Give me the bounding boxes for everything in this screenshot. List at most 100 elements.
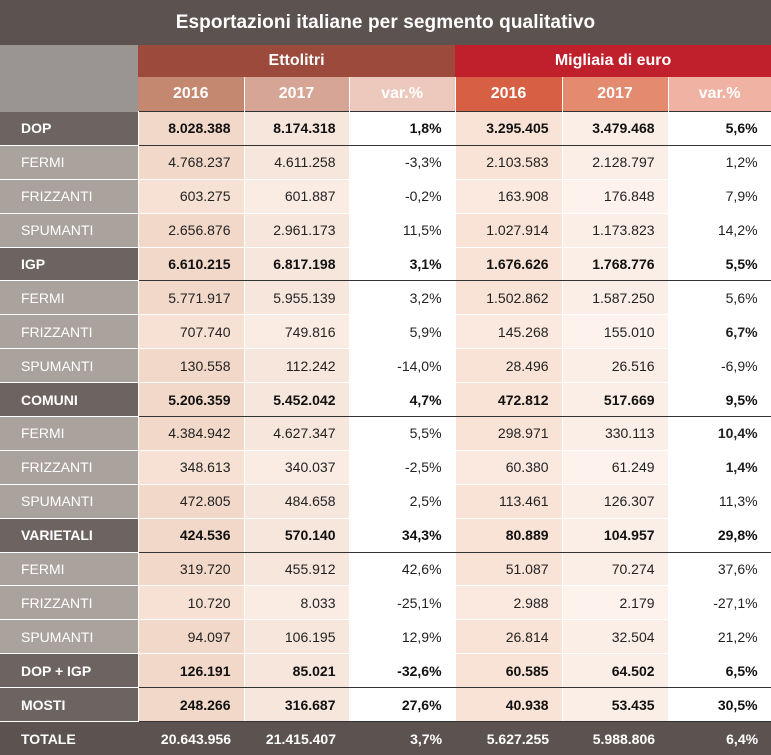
row-label: FRIZZANTI bbox=[0, 179, 138, 213]
cell-value-2017: 70.274 bbox=[562, 552, 668, 586]
col-header-volume-var: var.% bbox=[349, 77, 455, 112]
row-label: FERMI bbox=[0, 145, 138, 179]
cell-volume-var: 3,2% bbox=[349, 281, 455, 315]
cell-volume-2016: 126.191 bbox=[138, 654, 244, 688]
cell-volume-2016: 472.805 bbox=[138, 484, 244, 518]
cell-value-var: 5,6% bbox=[668, 281, 771, 315]
cell-value-2017: 1.587.250 bbox=[562, 281, 668, 315]
cell-volume-2016: 248.266 bbox=[138, 688, 244, 722]
group-header-value: Migliaia di euro bbox=[455, 45, 771, 77]
cell-volume-2016: 319.720 bbox=[138, 552, 244, 586]
cell-volume-2017: 85.021 bbox=[244, 654, 349, 688]
cell-volume-2017: 5.452.042 bbox=[244, 383, 349, 417]
cell-value-var: -6,9% bbox=[668, 349, 771, 383]
cell-volume-var: -25,1% bbox=[349, 586, 455, 620]
cell-value-2016: 145.268 bbox=[455, 315, 562, 349]
cell-volume-2016: 2.656.876 bbox=[138, 213, 244, 247]
cell-volume-2017: 106.195 bbox=[244, 620, 349, 654]
cell-value-2016: 40.938 bbox=[455, 688, 562, 722]
row-label: MOSTI bbox=[0, 688, 138, 722]
cell-value-2017: 64.502 bbox=[562, 654, 668, 688]
row-label: FERMI bbox=[0, 552, 138, 586]
cell-value-2016: 1.502.862 bbox=[455, 281, 562, 315]
row-label: SPUMANTI bbox=[0, 349, 138, 383]
cell-value-2017: 330.113 bbox=[562, 417, 668, 451]
row-label: DOP bbox=[0, 112, 138, 146]
cell-volume-2017: 2.961.173 bbox=[244, 213, 349, 247]
row-label: FRIZZANTI bbox=[0, 586, 138, 620]
cell-volume-2017: 8.174.318 bbox=[244, 112, 349, 146]
cell-volume-var: -3,3% bbox=[349, 145, 455, 179]
cell-volume-2017: 484.658 bbox=[244, 484, 349, 518]
row-label: FRIZZANTI bbox=[0, 315, 138, 349]
cell-volume-2016: 94.097 bbox=[138, 620, 244, 654]
cell-value-var: 37,6% bbox=[668, 552, 771, 586]
cell-volume-2016: 4.768.237 bbox=[138, 145, 244, 179]
cell-volume-var: -0,2% bbox=[349, 179, 455, 213]
cell-volume-2016: 6.610.215 bbox=[138, 247, 244, 281]
cell-value-2016: 472.812 bbox=[455, 383, 562, 417]
cell-value-2017: 517.669 bbox=[562, 383, 668, 417]
export-table: Ettolitri Migliaia di euro 2016 2017 var… bbox=[0, 45, 771, 755]
cell-value-2016: 26.814 bbox=[455, 620, 562, 654]
cell-volume-2016: 5.771.917 bbox=[138, 281, 244, 315]
cell-volume-var: 34,3% bbox=[349, 518, 455, 552]
cell-volume-2017: 112.242 bbox=[244, 349, 349, 383]
group-header-volume: Ettolitri bbox=[138, 45, 455, 77]
cell-volume-var: 5,5% bbox=[349, 417, 455, 451]
cell-volume-2017: 340.037 bbox=[244, 450, 349, 484]
cell-value-var: -27,1% bbox=[668, 586, 771, 620]
cell-volume-2017: 455.912 bbox=[244, 552, 349, 586]
cell-value-2016: 60.380 bbox=[455, 450, 562, 484]
row-label: TOTALE bbox=[0, 722, 138, 755]
cell-volume-2017: 749.816 bbox=[244, 315, 349, 349]
cell-value-2016: 28.496 bbox=[455, 349, 562, 383]
cell-value-2017: 26.516 bbox=[562, 349, 668, 383]
col-header-volume-2016: 2016 bbox=[138, 77, 244, 112]
cell-value-2017: 1.768.776 bbox=[562, 247, 668, 281]
cell-volume-var: -2,5% bbox=[349, 450, 455, 484]
cell-value-2016: 51.087 bbox=[455, 552, 562, 586]
cell-value-2017: 32.504 bbox=[562, 620, 668, 654]
cell-value-var: 14,2% bbox=[668, 213, 771, 247]
cell-volume-2017: 8.033 bbox=[244, 586, 349, 620]
row-label: SPUMANTI bbox=[0, 620, 138, 654]
row-label: IGP bbox=[0, 247, 138, 281]
cell-value-var: 10,4% bbox=[668, 417, 771, 451]
cell-volume-2017: 6.817.198 bbox=[244, 247, 349, 281]
cell-value-2016: 1.027.914 bbox=[455, 213, 562, 247]
cell-value-2016: 2.103.583 bbox=[455, 145, 562, 179]
table-title: Esportazioni italiane per segmento quali… bbox=[0, 0, 771, 45]
cell-volume-var: 11,5% bbox=[349, 213, 455, 247]
col-header-value-2016: 2016 bbox=[455, 77, 562, 112]
cell-value-var: 7,9% bbox=[668, 179, 771, 213]
cell-value-var: 11,3% bbox=[668, 484, 771, 518]
cell-value-2016: 2.988 bbox=[455, 586, 562, 620]
row-label: SPUMANTI bbox=[0, 213, 138, 247]
cell-volume-2016: 5.206.359 bbox=[138, 383, 244, 417]
cell-value-var: 5,5% bbox=[668, 247, 771, 281]
cell-volume-2016: 130.558 bbox=[138, 349, 244, 383]
cell-value-var: 29,8% bbox=[668, 518, 771, 552]
cell-volume-2016: 603.275 bbox=[138, 179, 244, 213]
cell-value-var: 6,5% bbox=[668, 654, 771, 688]
cell-value-var: 21,2% bbox=[668, 620, 771, 654]
cell-volume-2016: 10.720 bbox=[138, 586, 244, 620]
cell-volume-2016: 20.643.956 bbox=[138, 722, 244, 755]
cell-volume-2016: 8.028.388 bbox=[138, 112, 244, 146]
cell-volume-2017: 21.415.407 bbox=[244, 722, 349, 755]
